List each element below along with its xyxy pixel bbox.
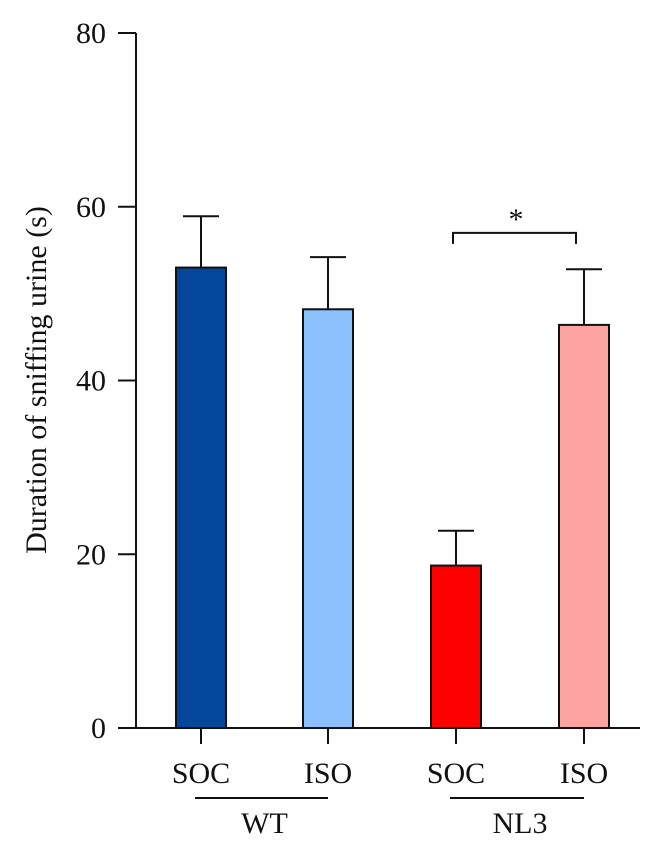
bar bbox=[302, 308, 354, 729]
x-tick-label: SOC bbox=[427, 757, 485, 790]
group-label: WT bbox=[241, 807, 288, 840]
bar bbox=[175, 266, 227, 729]
group-labels: WT NL3 bbox=[195, 797, 584, 840]
significance-marker: * bbox=[509, 203, 524, 236]
bar bbox=[430, 564, 482, 730]
x-tick-label: ISO bbox=[304, 757, 352, 790]
significance-annotations: * bbox=[452, 203, 577, 244]
significance-bracket bbox=[452, 231, 577, 244]
error-bars bbox=[183, 215, 602, 566]
x-axis: SOC ISO SOC ISO bbox=[136, 727, 640, 790]
bar bbox=[558, 323, 610, 729]
y-tick-label: 20 bbox=[76, 538, 106, 571]
y-axis-label: Duration of sniffing urine (s) bbox=[20, 206, 53, 554]
x-tick-label: ISO bbox=[560, 757, 608, 790]
x-tick-label: SOC bbox=[172, 757, 230, 790]
y-axis: 0 20 40 60 80 bbox=[76, 17, 137, 745]
y-tick-label: 40 bbox=[76, 365, 106, 398]
group-label: NL3 bbox=[493, 807, 548, 840]
bars bbox=[175, 266, 610, 730]
y-tick-label: 80 bbox=[76, 17, 106, 50]
y-tick-label: 0 bbox=[91, 712, 106, 745]
y-tick-label: 60 bbox=[76, 191, 106, 224]
